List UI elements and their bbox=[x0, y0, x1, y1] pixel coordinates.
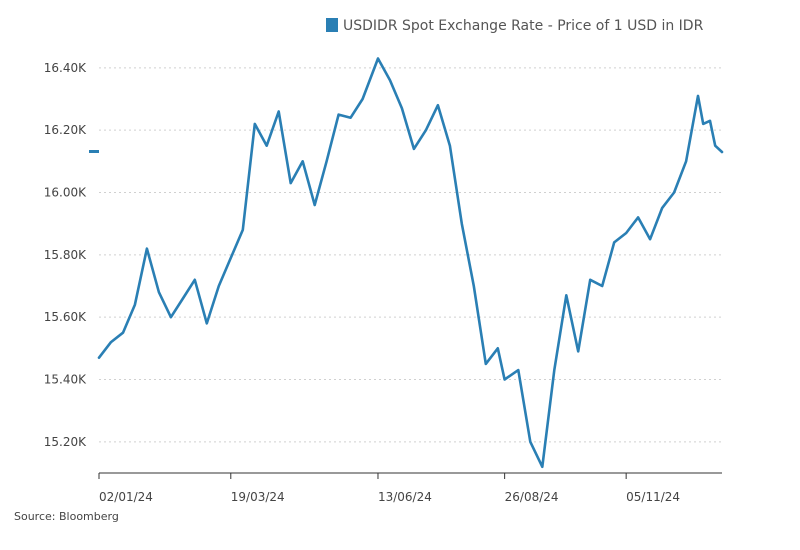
x-tick-label: 05/11/24 bbox=[626, 490, 680, 504]
y-axis-ticks: 15.20K 15.40K 15.60K 15.80K 16.00K 16.20K 16.4… bbox=[44, 61, 87, 449]
legend-label: USDIDR Spot Exchange Rate - Price of 1 U… bbox=[343, 18, 704, 34]
y-tick-label: 16.40K bbox=[44, 61, 87, 75]
last-value-marker bbox=[89, 150, 99, 154]
x-axis-ticks: 02/01/24 19/03/24 13/06/24 26/08/24 05/11/24 bbox=[98, 473, 680, 504]
y-tick-label: 15.40K bbox=[44, 372, 87, 386]
y-tick-label: 16.20K bbox=[44, 123, 87, 137]
y-tick-label: 15.60K bbox=[44, 310, 87, 324]
x-tick-label: 26/08/24 bbox=[505, 490, 559, 504]
y-tick-label: 16.00K bbox=[44, 185, 87, 199]
legend-swatch bbox=[326, 18, 338, 32]
gridlines bbox=[99, 67, 722, 443]
x-tick-label: 19/03/24 bbox=[231, 490, 285, 504]
y-tick-label: 15.20K bbox=[44, 435, 87, 449]
source-note: Source: Bloomberg bbox=[14, 510, 119, 523]
series-line-usdidr bbox=[97, 57, 724, 469]
x-tick-label: 02/01/24 bbox=[99, 490, 153, 504]
legend: USDIDR Spot Exchange Rate - Price of 1 U… bbox=[326, 18, 704, 34]
y-tick-label: 15.80K bbox=[44, 248, 87, 262]
x-tick-label: 13/06/24 bbox=[378, 490, 432, 504]
